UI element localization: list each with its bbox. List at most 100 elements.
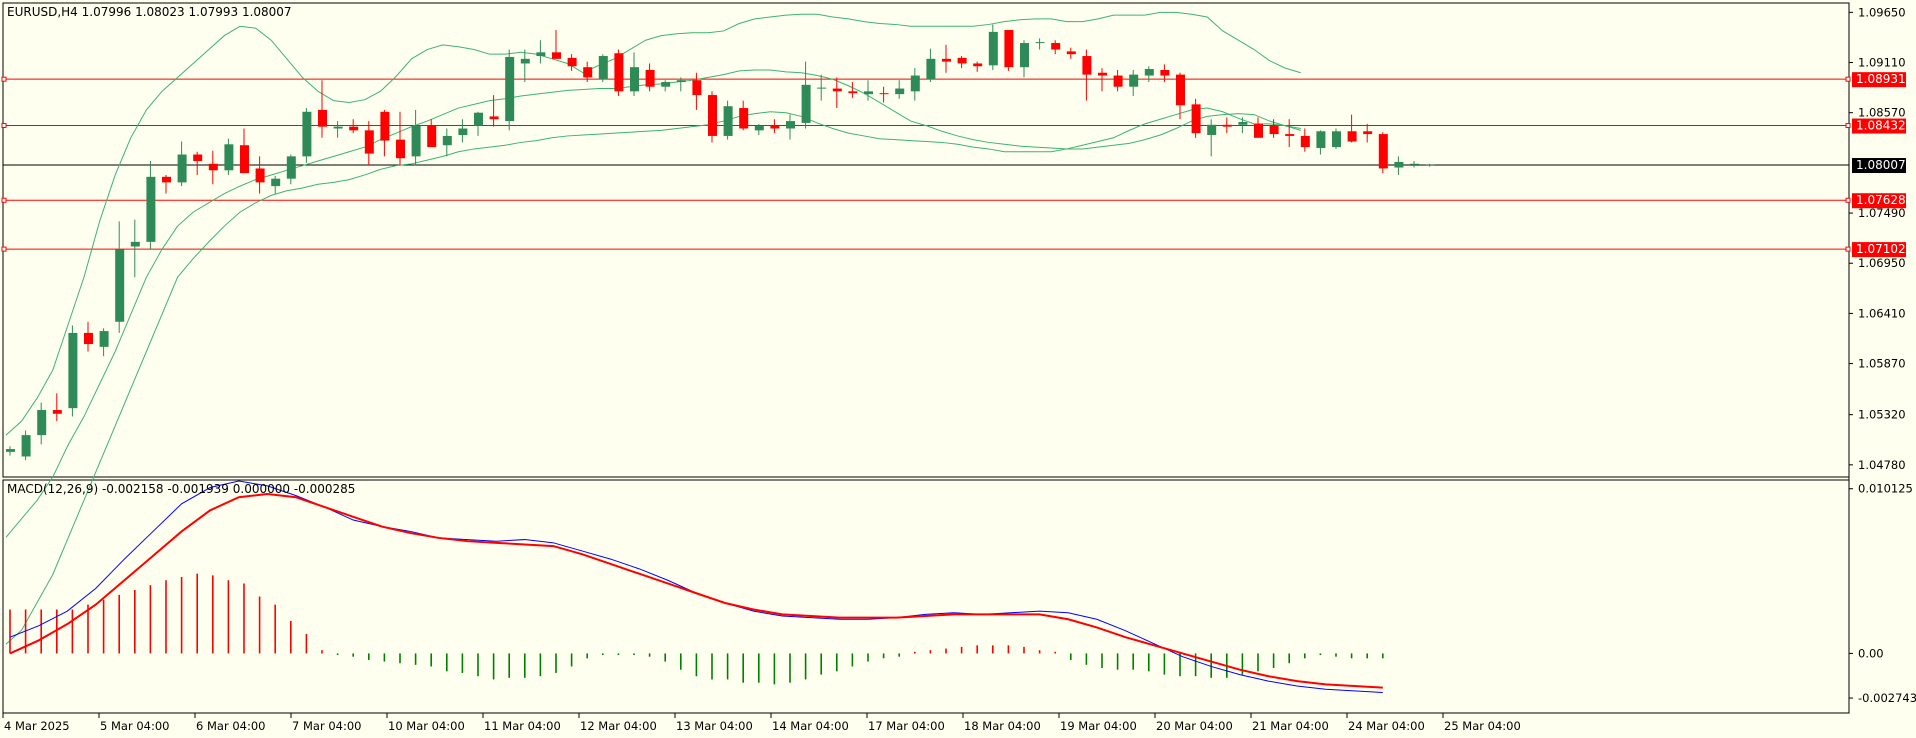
candle-body (1347, 131, 1357, 142)
time-axis: 4 Mar 2025 5 Mar 04:00 6 Mar 04:00 7 Mar 04… (2, 713, 1521, 733)
candle-body (1066, 51, 1076, 55)
current-price-tag (1852, 158, 1906, 174)
candle-body (364, 130, 374, 154)
candle-body (84, 332, 93, 345)
level-tag-text: 1.08432 (1856, 119, 1906, 133)
symbol-info: EURUSD,H4 1.07996 1.08023 1.07993 1.0800… (7, 5, 292, 19)
signal-line (9, 493, 1383, 689)
candle-body (786, 121, 795, 129)
upper-band (5, 11, 1301, 436)
candle-body (910, 75, 920, 92)
price-tick-label: 1.09650 (1858, 5, 1906, 19)
time-tick-label: 17 Mar 04:00 (868, 719, 945, 733)
candle-body (676, 80, 686, 83)
middle-band (5, 69, 1301, 538)
candle-body (630, 67, 639, 92)
candle-body (37, 410, 47, 436)
macd-lines (9, 480, 1383, 693)
candle-body (442, 135, 452, 146)
candle-body (942, 58, 951, 62)
candle-body (380, 111, 390, 141)
candle-body (708, 95, 717, 136)
level-anchor-left (1, 76, 7, 82)
candle-body (988, 31, 998, 66)
current-price-text: 1.08007 (1856, 158, 1906, 172)
candle-body (973, 63, 983, 67)
candle-body (1363, 131, 1373, 135)
macd-tick-label: 0.00 (1858, 646, 1884, 660)
candle-body (489, 116, 499, 120)
level-anchor-left (1, 197, 7, 203)
price-tick-label: 1.07490 (1858, 206, 1906, 220)
candle-body (302, 111, 312, 157)
candle-body (474, 112, 483, 126)
level-tag (1852, 193, 1906, 209)
time-tick-label: 12 Mar 04:00 (580, 719, 657, 733)
candle-body (52, 410, 62, 414)
candle-body (505, 56, 515, 122)
candle-body (21, 435, 31, 457)
candle-body (1222, 124, 1232, 127)
bollinger-bands (5, 11, 1301, 645)
candle-body (333, 126, 343, 129)
candle-body (411, 125, 421, 157)
level-anchor-right (1845, 76, 1851, 82)
candle-body (692, 80, 702, 96)
candle-body (177, 154, 187, 183)
time-tick-label: 20 Mar 04:00 (1156, 719, 1233, 733)
candles (6, 24, 1435, 461)
candle-body (224, 144, 234, 171)
time-tick-label: 7 Mar 04:00 (292, 719, 361, 733)
candle-body (614, 53, 624, 92)
candle-body (146, 176, 156, 242)
candle-body (130, 241, 140, 247)
candle-body (193, 154, 203, 162)
candle-body (208, 163, 218, 171)
level-anchor-right (1845, 123, 1851, 129)
time-tick-label: 11 Mar 04:00 (484, 719, 561, 733)
candle-body (536, 52, 546, 57)
candle-body (1254, 123, 1263, 138)
candle-body (552, 52, 561, 59)
candle-body (427, 125, 437, 148)
time-tick-label: 21 Mar 04:00 (1252, 719, 1329, 733)
time-tick-label: 13 Mar 04:00 (676, 719, 753, 733)
level-anchor-left (1, 246, 7, 252)
level-anchor-left (1, 123, 7, 129)
price-tick-label: 1.05870 (1858, 357, 1906, 371)
candle-body (1238, 122, 1248, 125)
price-tick-label: 1.05320 (1858, 408, 1906, 422)
candle-body (1300, 135, 1310, 148)
time-tick-label: 24 Mar 04:00 (1348, 719, 1425, 733)
time-tick-label: 19 Mar 04:00 (1060, 719, 1137, 733)
candle-body (68, 332, 78, 409)
candle-body (1020, 43, 1029, 68)
candle-body (1176, 74, 1185, 106)
candle-body (801, 84, 811, 123)
level-anchor-right (1845, 197, 1851, 203)
price-tick-label: 1.09110 (1858, 56, 1906, 70)
price-tick-label: 1.04780 (1858, 458, 1906, 472)
candle-body (848, 91, 858, 94)
candle-body (1144, 69, 1154, 76)
level-tag-text: 1.07628 (1856, 193, 1906, 207)
candle-body (396, 139, 405, 159)
candle-body (99, 331, 109, 347)
candle-body (661, 82, 671, 87)
macd-panel-frame (2, 479, 1850, 714)
candle-body (598, 56, 608, 80)
candle-body (1051, 43, 1061, 50)
macd-tick-label: -0.002743 (1858, 691, 1916, 705)
candle-body (1269, 125, 1279, 135)
candle-body (115, 249, 125, 322)
level-tag-text: 1.07102 (1856, 242, 1906, 256)
time-tick-label: 18 Mar 04:00 (964, 719, 1041, 733)
time-tick-label: 14 Mar 04:00 (772, 719, 849, 733)
level-anchor-right (1845, 246, 1851, 252)
time-tick-label: 10 Mar 04:00 (388, 719, 465, 733)
candle-body (286, 156, 296, 179)
candle-body (1394, 161, 1404, 168)
candle-body (240, 145, 249, 174)
